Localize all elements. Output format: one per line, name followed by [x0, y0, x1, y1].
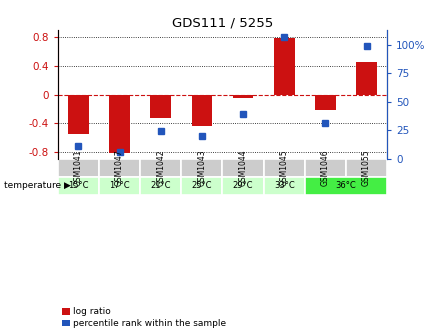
Bar	[346, 159, 387, 177]
Bar	[264, 177, 305, 195]
Bar	[140, 159, 182, 177]
Bar	[99, 177, 140, 195]
Text: 25°C: 25°C	[192, 181, 212, 191]
Bar	[58, 177, 99, 195]
Bar	[305, 159, 346, 177]
Bar	[305, 177, 387, 195]
Bar	[109, 94, 130, 153]
Title: GDS111 / 5255: GDS111 / 5255	[172, 16, 273, 29]
Text: temperature ▶: temperature ▶	[4, 181, 71, 191]
Bar	[356, 62, 377, 94]
Text: GSM1045: GSM1045	[280, 150, 289, 186]
Text: 33°C: 33°C	[274, 181, 295, 191]
Bar	[58, 159, 99, 177]
Text: GSM1044: GSM1044	[239, 150, 247, 186]
Text: GSM1042: GSM1042	[156, 150, 165, 186]
Bar	[264, 159, 305, 177]
Bar	[315, 94, 336, 110]
Bar	[222, 159, 263, 177]
Bar	[222, 177, 263, 195]
Bar	[150, 94, 171, 118]
Text: GSM1055: GSM1055	[362, 150, 371, 186]
Bar	[233, 94, 253, 98]
Text: GSM1043: GSM1043	[198, 150, 206, 186]
Text: 17°C: 17°C	[109, 181, 130, 191]
Text: 29°C: 29°C	[233, 181, 253, 191]
Text: 21°C: 21°C	[150, 181, 171, 191]
Bar	[274, 38, 295, 94]
Bar	[192, 94, 212, 126]
Bar	[99, 159, 140, 177]
Bar	[140, 177, 182, 195]
Bar	[182, 159, 222, 177]
Legend: log ratio, percentile rank within the sample: log ratio, percentile rank within the sa…	[62, 307, 227, 328]
Text: GSM1047: GSM1047	[115, 150, 124, 186]
Text: 15°C: 15°C	[68, 181, 89, 191]
Bar	[68, 94, 89, 134]
Text: 36°C: 36°C	[336, 181, 356, 191]
Bar	[182, 177, 222, 195]
Text: GSM1041: GSM1041	[74, 150, 83, 186]
Text: GSM1046: GSM1046	[321, 150, 330, 186]
